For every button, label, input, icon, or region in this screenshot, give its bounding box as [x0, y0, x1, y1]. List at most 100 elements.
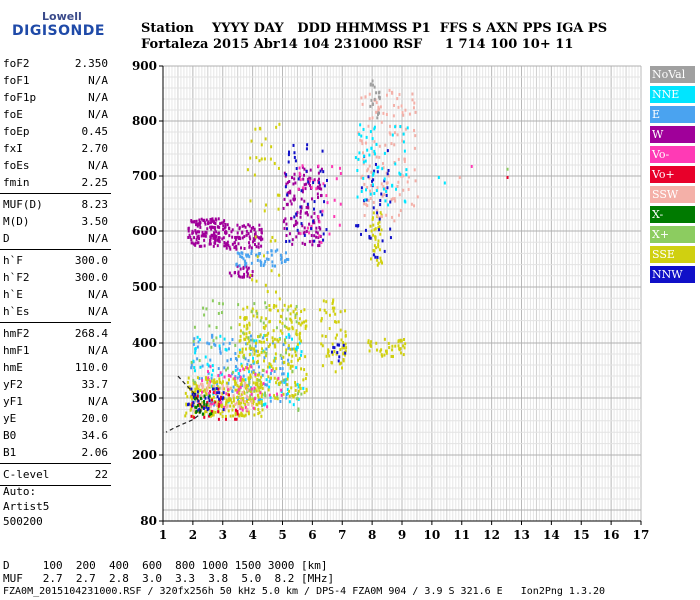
echo-point: [249, 373, 252, 377]
echo-point: [247, 223, 250, 227]
echo-point: [263, 403, 266, 407]
echo-point: [244, 261, 247, 265]
echo-point: [299, 215, 302, 219]
echo-point: [264, 137, 267, 141]
echo-point: [388, 88, 391, 92]
echo-point: [288, 394, 291, 398]
echo-point: [253, 386, 256, 390]
echo-point: [300, 392, 303, 396]
echo-point: [295, 320, 298, 324]
echo-point: [206, 341, 209, 345]
echo-point: [367, 124, 370, 128]
echo-point: [194, 229, 197, 233]
echo-point: [302, 386, 305, 390]
echo-point: [189, 403, 192, 407]
echo-point: [204, 410, 207, 414]
echo-point: [296, 228, 299, 232]
param-row: h`E N/A: [3, 286, 108, 303]
param-label: h`E: [3, 288, 23, 301]
echo-point: [193, 325, 196, 329]
echo-point: [247, 384, 250, 388]
param-value: 2.350: [74, 57, 108, 70]
echo-point: [217, 417, 220, 421]
echo-point: [238, 339, 241, 343]
echo-point: [387, 168, 390, 172]
echo-point: [270, 253, 273, 257]
echo-point: [344, 330, 347, 334]
echo-point: [211, 413, 214, 417]
echo-point: [277, 193, 280, 197]
echo-point: [229, 404, 232, 408]
echo-point: [234, 357, 237, 361]
echo-point: [389, 132, 392, 136]
echo-point: [214, 391, 217, 395]
echo-point: [287, 344, 290, 348]
echo-point: [340, 361, 343, 365]
echo-point: [338, 166, 341, 170]
echo-point: [344, 342, 347, 346]
echo-point: [199, 394, 202, 398]
echo-point: [225, 401, 228, 405]
echo-point: [189, 395, 192, 399]
echo-point: [291, 347, 294, 351]
echo-point: [298, 171, 301, 175]
echo-point: [272, 341, 275, 345]
echo-point: [274, 239, 277, 243]
echo-point: [285, 396, 288, 400]
echo-point: [256, 384, 259, 388]
echo-point: [230, 274, 233, 278]
echo-point: [223, 219, 226, 223]
echo-point: [271, 264, 274, 268]
echo-point: [249, 375, 252, 379]
echo-point: [310, 234, 313, 238]
echo-point: [281, 321, 284, 325]
echo-point: [304, 211, 307, 215]
echo-point: [292, 197, 295, 201]
echo-point: [288, 232, 291, 236]
echo-point: [294, 159, 297, 163]
echo-point: [247, 397, 250, 401]
echo-point: [288, 335, 291, 339]
echo-point: [280, 356, 283, 360]
echo-point: [249, 334, 252, 338]
echo-point: [372, 173, 375, 177]
param-label: hmE: [3, 361, 23, 374]
echo-point: [285, 222, 288, 226]
echo-point: [362, 160, 365, 164]
echo-point: [303, 308, 306, 312]
echo-point: [223, 244, 226, 248]
echo-point: [186, 380, 189, 384]
echo-point: [218, 344, 221, 348]
echo-point: [214, 239, 217, 243]
echo-point: [184, 414, 187, 418]
echo-point: [368, 349, 371, 353]
echo-point: [280, 315, 283, 319]
echo-point: [245, 229, 248, 233]
x-tick-label: 12: [483, 528, 500, 542]
echo-point: [201, 386, 204, 390]
echo-point: [193, 220, 196, 224]
echo-point: [209, 414, 212, 418]
echo-point: [279, 353, 282, 357]
echo-point: [282, 378, 285, 382]
echo-point: [207, 371, 210, 375]
echo-point: [217, 231, 220, 235]
echo-point: [237, 392, 240, 396]
echo-point: [217, 410, 220, 414]
echo-point: [263, 326, 266, 330]
echo-point: [205, 392, 208, 396]
echo-point: [190, 366, 193, 370]
echo-point: [398, 92, 401, 96]
echo-point: [239, 401, 242, 405]
legend-entry-w: W: [650, 126, 695, 143]
echo-point: [260, 235, 263, 239]
echo-point: [260, 231, 263, 235]
echo-point: [211, 217, 214, 221]
echo-point: [289, 312, 292, 316]
echo-point: [270, 364, 273, 368]
echo-point: [271, 260, 274, 264]
echo-point: [285, 317, 288, 321]
echo-point: [370, 257, 373, 261]
echo-point: [252, 347, 255, 351]
echo-point: [271, 336, 274, 340]
